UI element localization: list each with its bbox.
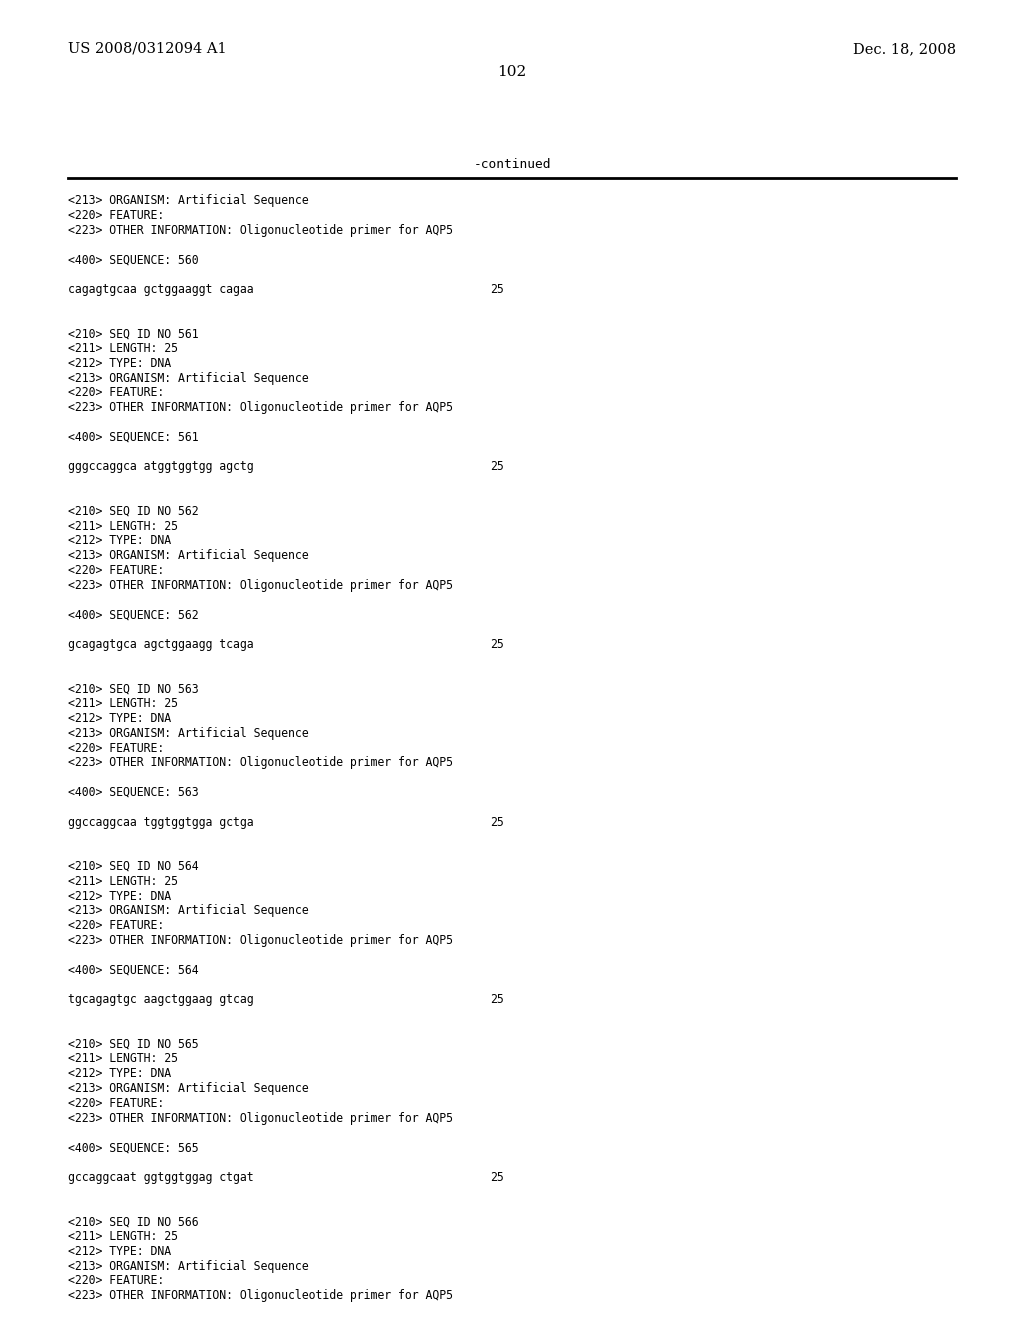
Text: <211> LENGTH: 25: <211> LENGTH: 25 [68,1052,178,1065]
Text: <211> LENGTH: 25: <211> LENGTH: 25 [68,875,178,888]
Text: <213> ORGANISM: Artificial Sequence: <213> ORGANISM: Artificial Sequence [68,194,308,207]
Text: <400> SEQUENCE: 563: <400> SEQUENCE: 563 [68,785,199,799]
Text: <210> SEQ ID NO 564: <210> SEQ ID NO 564 [68,861,199,873]
Text: <223> OTHER INFORMATION: Oligonucleotide primer for AQP5: <223> OTHER INFORMATION: Oligonucleotide… [68,223,453,236]
Text: <400> SEQUENCE: 562: <400> SEQUENCE: 562 [68,609,199,622]
Text: <223> OTHER INFORMATION: Oligonucleotide primer for AQP5: <223> OTHER INFORMATION: Oligonucleotide… [68,1111,453,1125]
Text: <400> SEQUENCE: 564: <400> SEQUENCE: 564 [68,964,199,977]
Text: <220> FEATURE:: <220> FEATURE: [68,564,164,577]
Text: 25: 25 [490,816,504,829]
Text: <212> TYPE: DNA: <212> TYPE: DNA [68,356,171,370]
Text: <400> SEQUENCE: 561: <400> SEQUENCE: 561 [68,430,199,444]
Text: -continued: -continued [473,158,551,172]
Text: 102: 102 [498,65,526,79]
Text: <220> FEATURE:: <220> FEATURE: [68,387,164,400]
Text: <211> LENGTH: 25: <211> LENGTH: 25 [68,520,178,532]
Text: tgcagagtgc aagctggaag gtcag: tgcagagtgc aagctggaag gtcag [68,993,254,1006]
Text: <210> SEQ ID NO 565: <210> SEQ ID NO 565 [68,1038,199,1051]
Text: <213> ORGANISM: Artificial Sequence: <213> ORGANISM: Artificial Sequence [68,549,308,562]
Text: <210> SEQ ID NO 563: <210> SEQ ID NO 563 [68,682,199,696]
Text: <211> LENGTH: 25: <211> LENGTH: 25 [68,697,178,710]
Text: <213> ORGANISM: Artificial Sequence: <213> ORGANISM: Artificial Sequence [68,904,308,917]
Text: 25: 25 [490,461,504,474]
Text: <223> OTHER INFORMATION: Oligonucleotide primer for AQP5: <223> OTHER INFORMATION: Oligonucleotide… [68,1290,453,1303]
Text: <213> ORGANISM: Artificial Sequence: <213> ORGANISM: Artificial Sequence [68,372,308,384]
Text: <212> TYPE: DNA: <212> TYPE: DNA [68,890,171,903]
Text: 25: 25 [490,282,504,296]
Text: <211> LENGTH: 25: <211> LENGTH: 25 [68,342,178,355]
Text: <213> ORGANISM: Artificial Sequence: <213> ORGANISM: Artificial Sequence [68,1259,308,1272]
Text: <212> TYPE: DNA: <212> TYPE: DNA [68,711,171,725]
Text: <220> FEATURE:: <220> FEATURE: [68,1274,164,1287]
Text: ggccaggcaa tggtggtgga gctga: ggccaggcaa tggtggtgga gctga [68,816,254,829]
Text: <213> ORGANISM: Artificial Sequence: <213> ORGANISM: Artificial Sequence [68,727,308,739]
Text: <212> TYPE: DNA: <212> TYPE: DNA [68,1067,171,1080]
Text: <223> OTHER INFORMATION: Oligonucleotide primer for AQP5: <223> OTHER INFORMATION: Oligonucleotide… [68,756,453,770]
Text: <223> OTHER INFORMATION: Oligonucleotide primer for AQP5: <223> OTHER INFORMATION: Oligonucleotide… [68,935,453,946]
Text: cagagtgcaa gctggaaggt cagaa: cagagtgcaa gctggaaggt cagaa [68,282,254,296]
Text: <220> FEATURE:: <220> FEATURE: [68,1097,164,1110]
Text: Dec. 18, 2008: Dec. 18, 2008 [853,42,956,55]
Text: <212> TYPE: DNA: <212> TYPE: DNA [68,535,171,548]
Text: <223> OTHER INFORMATION: Oligonucleotide primer for AQP5: <223> OTHER INFORMATION: Oligonucleotide… [68,578,453,591]
Text: gcagagtgca agctggaagg tcaga: gcagagtgca agctggaagg tcaga [68,638,254,651]
Text: <213> ORGANISM: Artificial Sequence: <213> ORGANISM: Artificial Sequence [68,1082,308,1096]
Text: <212> TYPE: DNA: <212> TYPE: DNA [68,1245,171,1258]
Text: 25: 25 [490,1171,504,1184]
Text: <211> LENGTH: 25: <211> LENGTH: 25 [68,1230,178,1243]
Text: <223> OTHER INFORMATION: Oligonucleotide primer for AQP5: <223> OTHER INFORMATION: Oligonucleotide… [68,401,453,414]
Text: gccaggcaat ggtggtggag ctgat: gccaggcaat ggtggtggag ctgat [68,1171,254,1184]
Text: US 2008/0312094 A1: US 2008/0312094 A1 [68,42,226,55]
Text: <220> FEATURE:: <220> FEATURE: [68,742,164,755]
Text: <210> SEQ ID NO 562: <210> SEQ ID NO 562 [68,504,199,517]
Text: <220> FEATURE:: <220> FEATURE: [68,919,164,932]
Text: <400> SEQUENCE: 565: <400> SEQUENCE: 565 [68,1142,199,1154]
Text: 25: 25 [490,993,504,1006]
Text: 25: 25 [490,638,504,651]
Text: gggccaggca atggtggtgg agctg: gggccaggca atggtggtgg agctg [68,461,254,474]
Text: <210> SEQ ID NO 561: <210> SEQ ID NO 561 [68,327,199,341]
Text: <210> SEQ ID NO 566: <210> SEQ ID NO 566 [68,1216,199,1228]
Text: <220> FEATURE:: <220> FEATURE: [68,209,164,222]
Text: <400> SEQUENCE: 560: <400> SEQUENCE: 560 [68,253,199,267]
